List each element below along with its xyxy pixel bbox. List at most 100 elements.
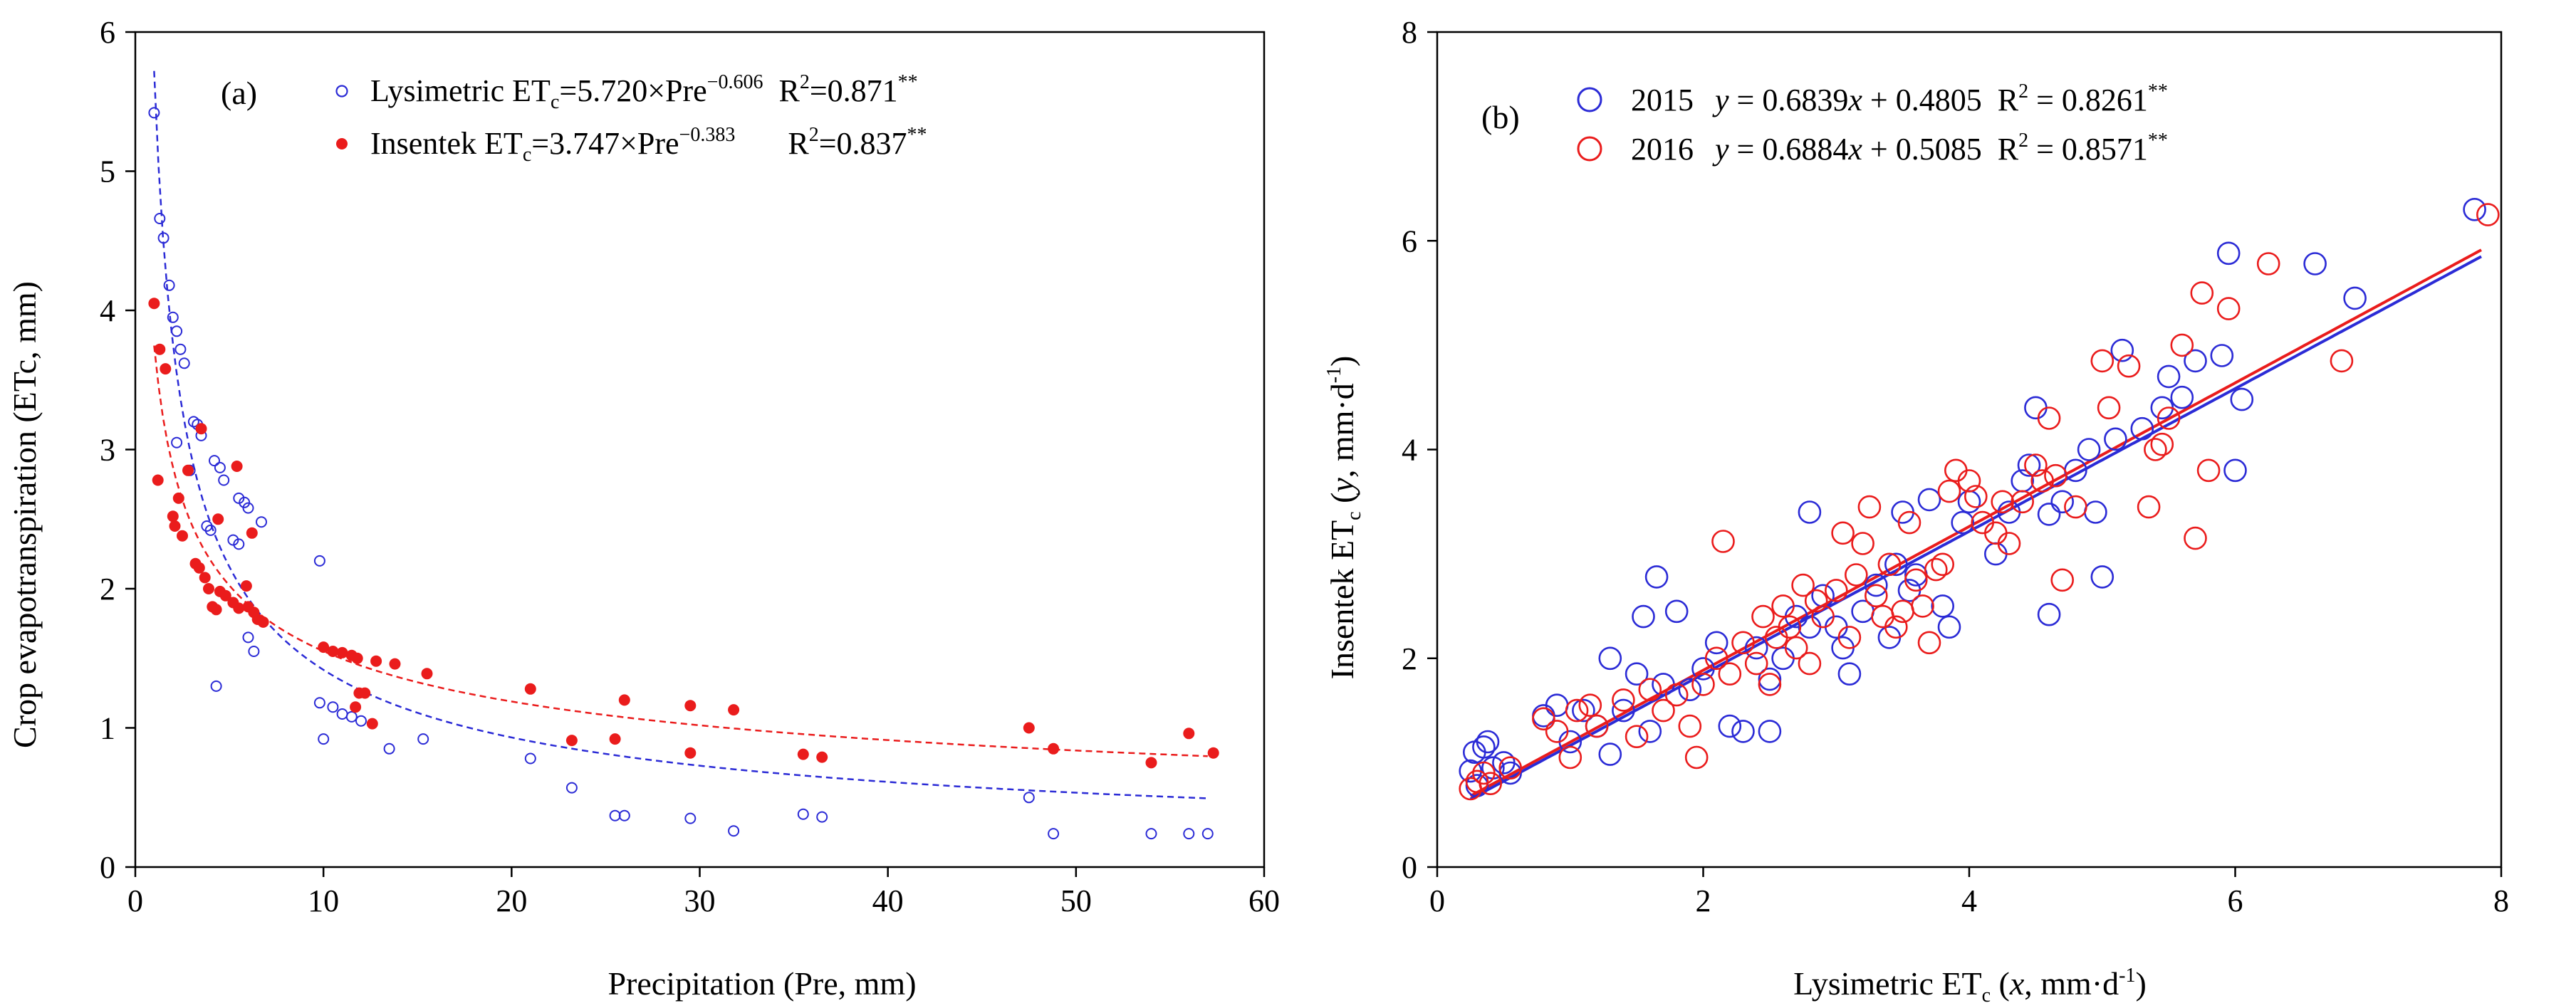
chart-b-point-2015 — [2170, 385, 2194, 409]
chart-b-point-2016 — [1897, 510, 1921, 535]
chart-b-point-2016 — [1498, 756, 1522, 779]
chart-b-point-2016 — [1851, 532, 1874, 555]
chart-b-point-2016 — [1877, 552, 1902, 577]
chart-a-point-insentek — [618, 694, 630, 706]
chart-a-point-insentek — [182, 464, 194, 476]
chart-b-point-2016 — [1871, 604, 1894, 629]
chart-b-point-2016 — [2184, 526, 2207, 550]
chart-a-point-lysimetric — [242, 502, 254, 514]
chart-a-y-tick-label: 4 — [100, 293, 115, 328]
chart-b-point-2016 — [2050, 568, 2074, 592]
chart-a-point-insentek — [199, 572, 211, 584]
chart-b-point-2016 — [1565, 698, 1589, 723]
chart-b-fit-line-2015 — [1469, 255, 2482, 801]
chart-b-point-2016 — [1845, 563, 1868, 587]
chart-a-point-insentek — [318, 641, 330, 653]
chart-b-point-2015 — [1758, 667, 1782, 691]
chart-b-x-tick-label: 4 — [1961, 883, 1977, 918]
chart-a-point-lysimetric — [684, 812, 697, 824]
chart-b-point-2015 — [1498, 761, 1522, 785]
legend-a-lysimetric-marker — [335, 85, 348, 98]
chart-b-point-2016 — [1984, 521, 2008, 545]
chart-a-point-lysimetric — [178, 357, 190, 369]
chart-a-point-lysimetric — [565, 782, 578, 794]
chart-a-point-lysimetric — [383, 742, 395, 755]
chart-b-point-2015 — [2184, 349, 2207, 373]
chart-a-point-lysimetric — [233, 538, 245, 550]
chart-b-point-2016 — [2044, 463, 2067, 488]
chart-a-x-tick-label: 60 — [1248, 883, 1280, 918]
legend-b-2016-text: 2016 y = 0.6884x + 0.5085 R2 = 0.8571** — [1631, 130, 2168, 167]
chart-a-point-lysimetric — [313, 555, 325, 567]
chart-b-point-2016 — [1911, 594, 1934, 618]
chart-a-point-insentek — [240, 580, 252, 592]
chart-b-point-2016 — [2011, 490, 2034, 514]
chart-b-panel-label: (b) — [1481, 99, 1520, 135]
chart-b-point-2015 — [2050, 490, 2074, 514]
chart-a-point-lysimetric — [816, 811, 828, 823]
chart-a-y-tick-label: 3 — [100, 433, 115, 468]
chart-b-point-2015 — [1472, 735, 1496, 759]
chart-b-point-2016 — [2256, 252, 2280, 275]
chart-b-point-2015 — [1837, 662, 1862, 686]
chart-b-point-2016 — [1811, 604, 1835, 629]
chart-b-point-2016 — [1798, 651, 1822, 676]
chart-b-point-2015 — [2210, 344, 2234, 367]
chart-a-y-label: Crop evapotranspiration (ETc, mm) — [6, 281, 43, 748]
chart-b-point-2016 — [1964, 485, 1988, 508]
chart-b-point-2016 — [1957, 469, 1981, 493]
chart-b-point-2015 — [1545, 693, 1569, 718]
chart-a-point-insentek — [148, 298, 160, 310]
chart-b-x-label: Lysimetric ETc (x, mm·d-1) — [1793, 965, 2147, 1007]
chart-b-point-2015 — [2037, 503, 2061, 526]
chart-b-point-2015 — [2077, 438, 2101, 461]
chart-b-point-2016 — [1652, 698, 1675, 723]
chart-b-point-2015 — [1704, 631, 1728, 655]
chart-b-point-2016 — [1625, 725, 1649, 748]
chart-a-point-lysimetric — [209, 455, 220, 467]
chart-b-point-2016 — [2190, 281, 2214, 305]
chart-b-point-2016 — [1831, 521, 1855, 545]
chart-b-point-2016 — [1771, 594, 1795, 618]
chart-b-x-tick-label: 8 — [2493, 883, 2509, 918]
chart-b-point-2015 — [1731, 720, 1755, 743]
chart-b-y-tick-label: 4 — [1402, 433, 1417, 468]
chart-a-point-lysimetric — [157, 232, 170, 244]
chart-b-point-2015 — [1865, 573, 1888, 597]
chart-a-x-tick-label: 50 — [1060, 883, 1092, 918]
chart-a-point-insentek — [370, 655, 382, 667]
chart-a-point-lysimetric — [171, 325, 183, 337]
chart-a-point-insentek — [233, 602, 245, 614]
chart-b-point-2015 — [1718, 714, 1742, 738]
chart-a-point-insentek — [565, 735, 578, 747]
chart-b-point-2015 — [2157, 364, 2181, 389]
chart-a-point-lysimetric — [163, 279, 175, 291]
chart-b-point-2016 — [1465, 770, 1489, 794]
legend-a-insentek-marker — [336, 138, 348, 149]
chart-b-point-2015 — [2104, 427, 2127, 451]
chart-a-point-lysimetric — [327, 701, 339, 713]
chart-a-point-lysimetric — [1183, 828, 1195, 840]
legend-b-2015-marker — [1577, 87, 1602, 112]
chart-a-point-insentek — [421, 668, 433, 680]
chart-b-point-2016 — [1904, 568, 1928, 592]
chart-b-point-2016 — [1917, 631, 1941, 655]
chart-a-plot-frame — [134, 31, 1266, 868]
chart-a-point-lysimetric — [1201, 828, 1214, 840]
chart-a-point-lysimetric — [1048, 828, 1060, 840]
chart-b-point-2015 — [1758, 720, 1782, 743]
chart-b-point-2016 — [1691, 673, 1715, 696]
chart-b-point-2016 — [1837, 626, 1862, 649]
chart-a-point-insentek — [195, 423, 207, 435]
chart-a-point-insentek — [169, 520, 181, 532]
chart-b-point-2016 — [1778, 615, 1802, 639]
legend-b-2016-marker — [1577, 136, 1602, 162]
legend-a-lysimetric-text: Lysimetric ETc=5.720×Pre−0.606 R2=0.871** — [370, 71, 918, 113]
chart-a: (a) Lysimetric ETc=5.720×Pre−0.606 R2=0.8… — [6, 15, 1280, 1002]
chart-b-point-2015 — [1678, 678, 1702, 702]
chart-a-point-lysimetric — [167, 311, 179, 323]
chart-b-point-2016 — [2476, 203, 2500, 226]
chart-b-point-2016 — [1884, 615, 1908, 639]
chart-a-x-tick-label: 10 — [308, 883, 339, 918]
chart-a-y-tick-label: 5 — [100, 154, 115, 189]
